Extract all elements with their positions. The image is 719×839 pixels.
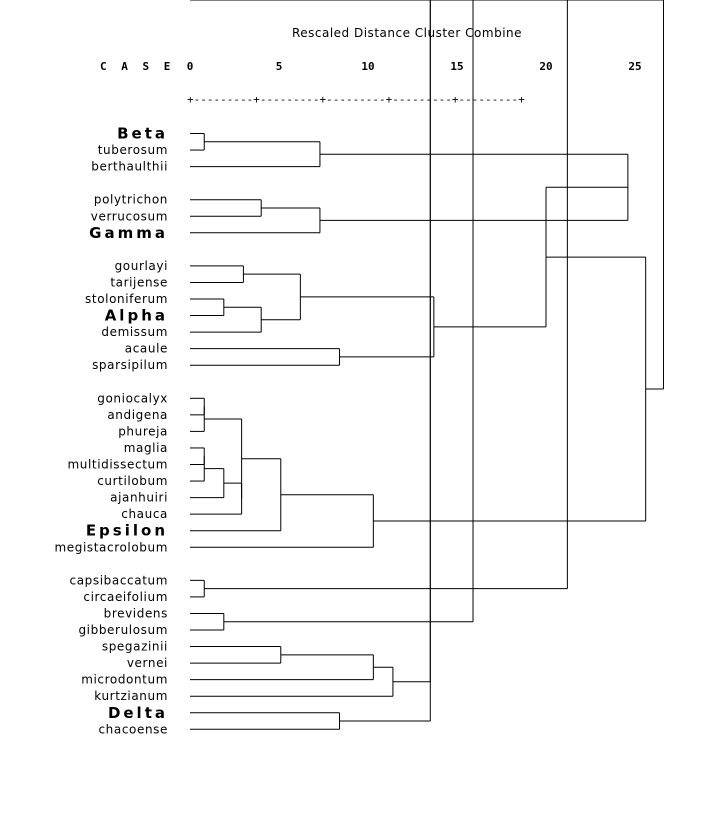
group-label: Gamma xyxy=(89,224,168,242)
tick-label: 20 xyxy=(539,60,552,73)
case-label: capsibaccatum xyxy=(70,573,168,587)
case-label: gibberulosum xyxy=(78,623,168,637)
case-label: goniocalyx xyxy=(97,391,168,405)
case-label: curtilobum xyxy=(97,474,168,488)
distance-ruler: +---------+---------+---------+---------… xyxy=(187,93,525,106)
case-label: vernei xyxy=(127,656,168,670)
case-label: gourlayi xyxy=(115,259,168,273)
group-label: Epsilon xyxy=(86,522,168,540)
case-label: kurtzianum xyxy=(94,689,168,703)
case-label: chacoense xyxy=(98,722,168,736)
tick-label: 25 xyxy=(628,60,641,73)
case-label: demissum xyxy=(101,325,168,339)
case-label: stoloniferum xyxy=(85,292,168,306)
case-label: sparsipilum xyxy=(92,358,168,372)
case-label: berthaulthii xyxy=(91,160,168,174)
case-label: multidissectum xyxy=(67,458,168,472)
group-label: Beta xyxy=(117,125,168,143)
group-label: Delta xyxy=(108,704,168,722)
group-label: Alpha xyxy=(105,307,168,325)
case-label: polytrichon xyxy=(94,193,168,207)
case-label: tarijense xyxy=(110,275,168,289)
tick-label: 5 xyxy=(276,60,283,73)
tick-label: 10 xyxy=(361,60,374,73)
case-label: verrucosum xyxy=(91,209,168,223)
tick-label: 15 xyxy=(450,60,463,73)
case-label: tuberosum xyxy=(98,143,168,157)
case-label: spegazinii xyxy=(102,640,168,654)
cluster-links xyxy=(190,0,664,730)
case-header: C A S E xyxy=(100,60,174,73)
case-label: phureja xyxy=(118,424,168,438)
case-label: brevidens xyxy=(104,606,168,620)
case-label: acaule xyxy=(125,342,168,356)
case-label: andigena xyxy=(107,408,168,422)
case-label: ajanhuiri xyxy=(110,491,168,505)
case-label: microdontum xyxy=(81,673,168,687)
case-label: megistacrolobum xyxy=(54,540,168,554)
tick-label: 0 xyxy=(187,60,194,73)
axis-ticks: 0 5 10 15 20 25 xyxy=(187,60,642,73)
case-label: circaeifolium xyxy=(83,590,168,604)
case-label: maglia xyxy=(124,441,168,455)
case-label: chauca xyxy=(121,507,168,521)
case-label: bulbocastanum xyxy=(68,0,168,3)
chart-title: Rescaled Distance Cluster Combine xyxy=(292,26,522,40)
